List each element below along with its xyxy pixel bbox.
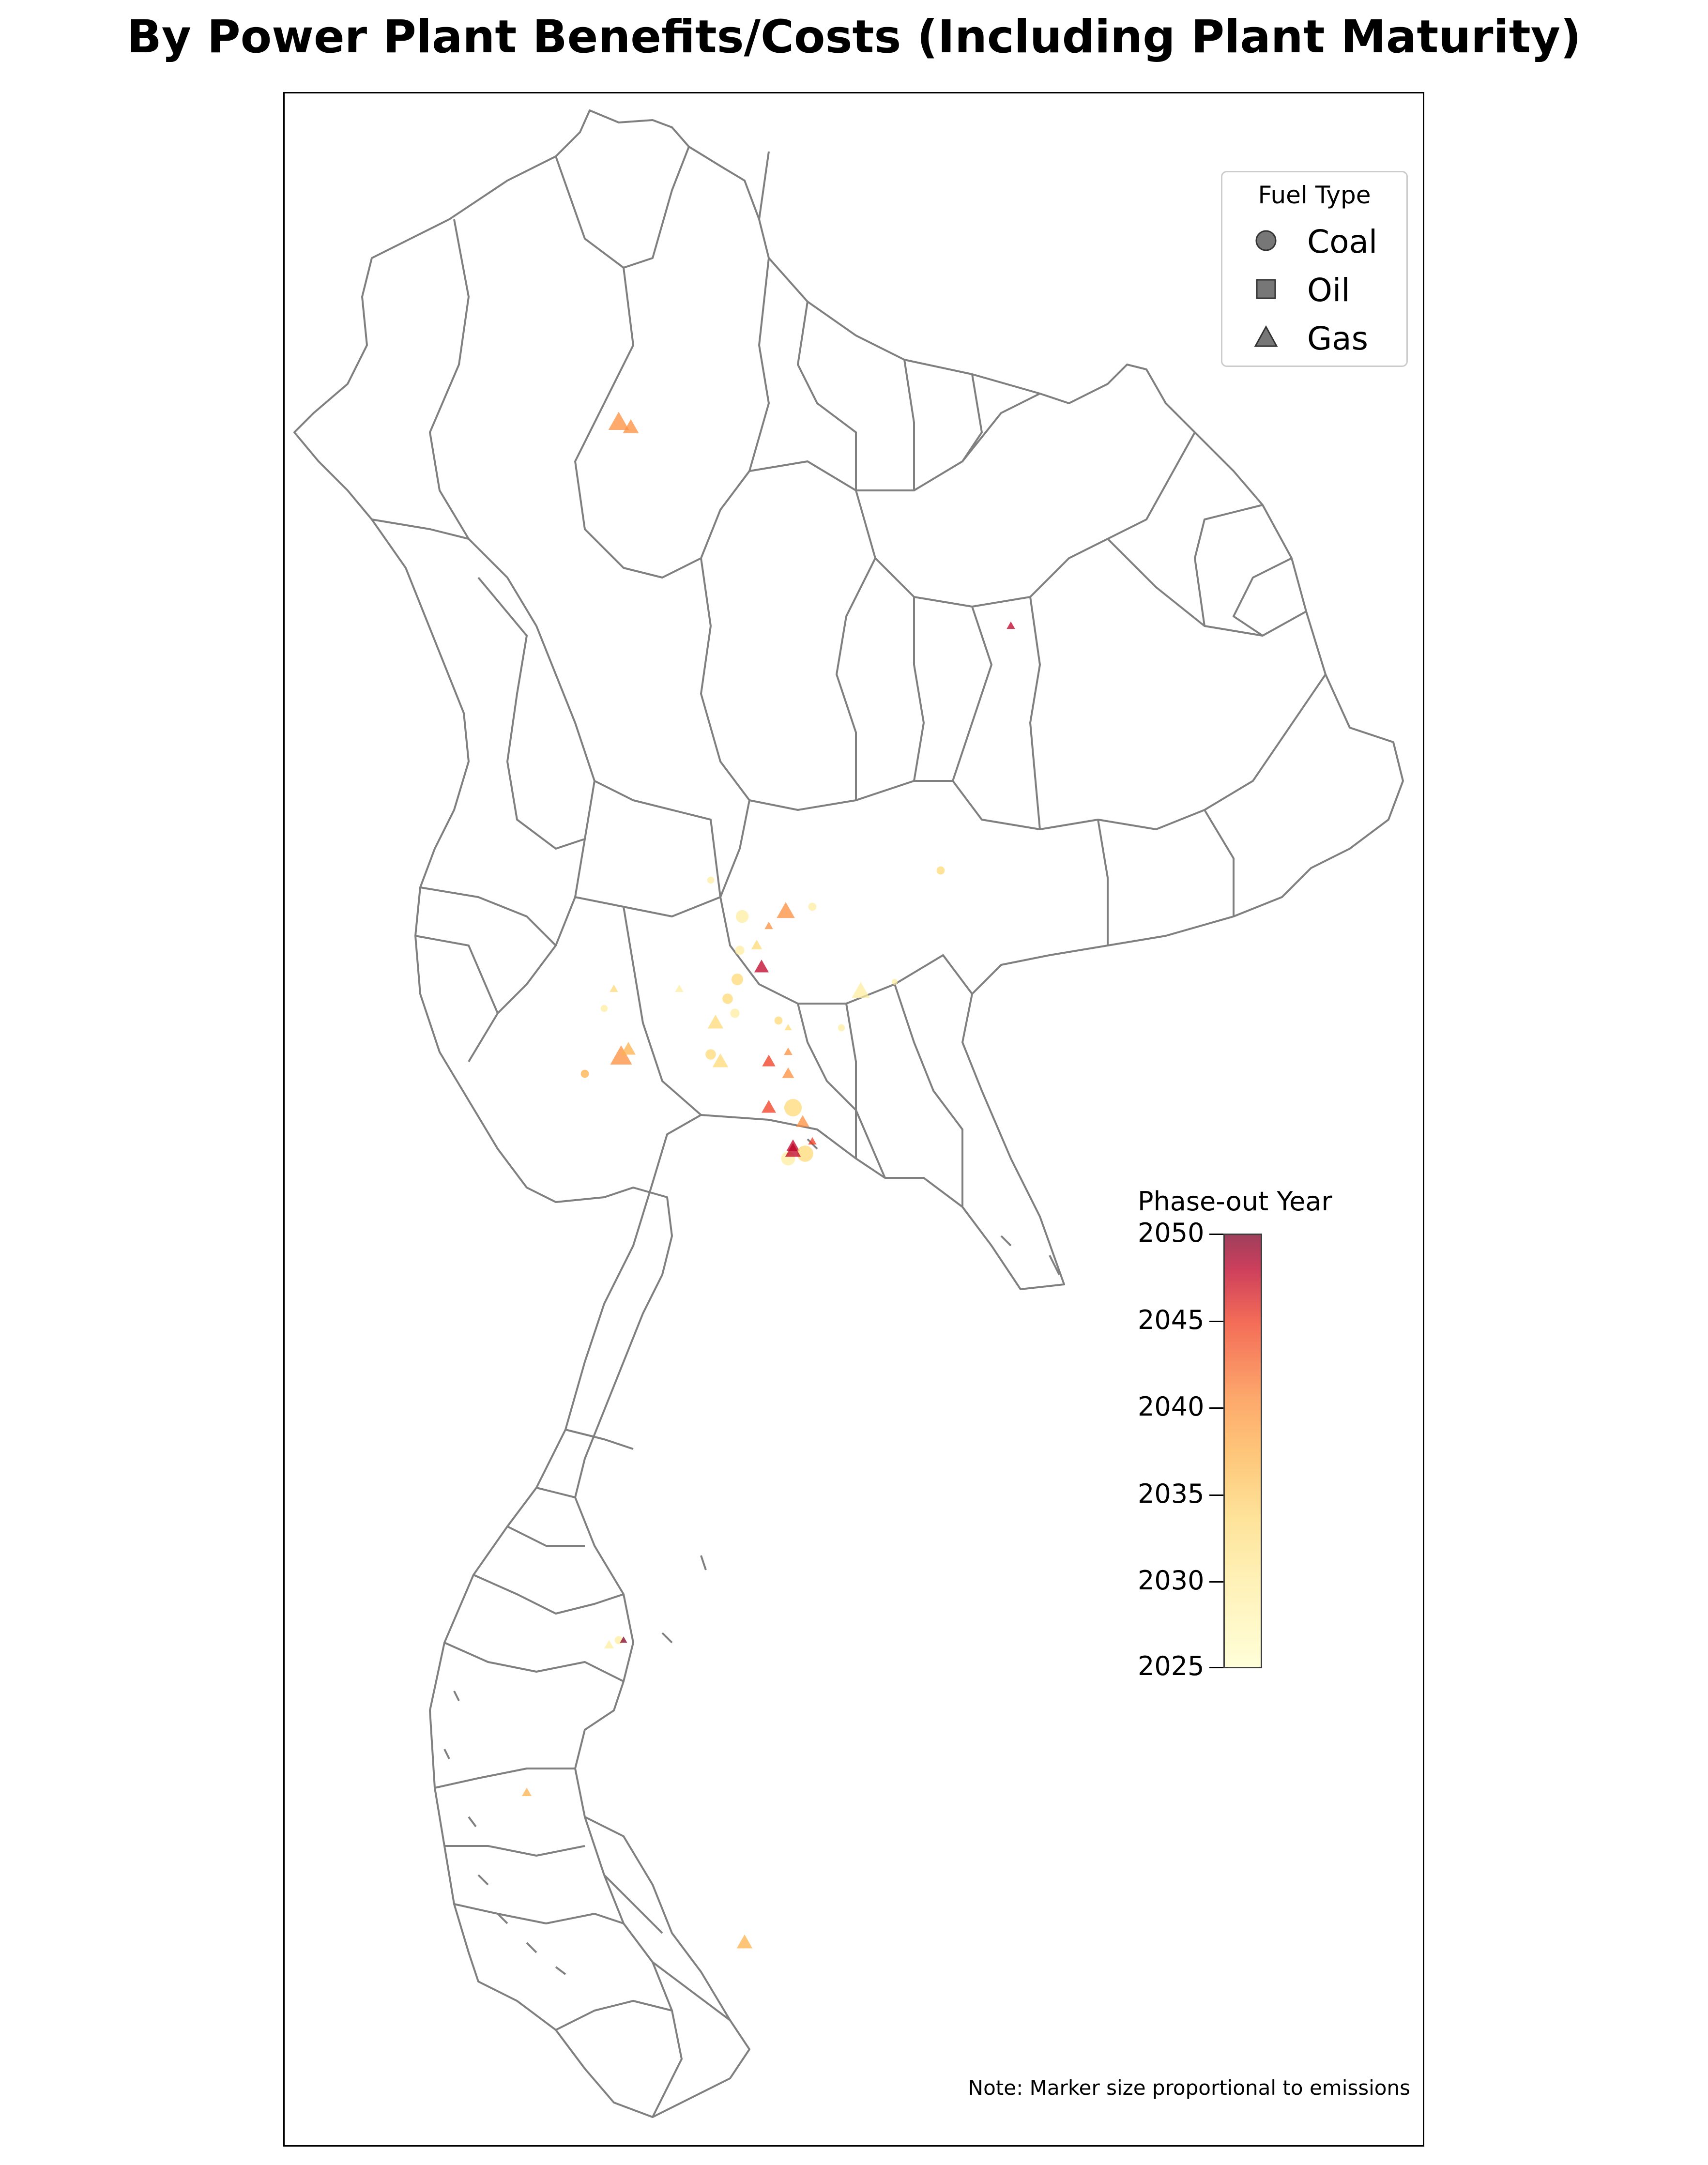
colorbar-label-2025: 2025 xyxy=(1138,1651,1205,1681)
islands xyxy=(443,1138,1060,1975)
colorbar-tick xyxy=(1209,1407,1223,1409)
legend-title: Fuel Type xyxy=(1258,181,1371,209)
gas-plant-marker[interactable] xyxy=(522,1787,532,1797)
gas-plant-marker[interactable] xyxy=(621,1042,636,1055)
legend-item-coal: Coal xyxy=(1251,218,1402,262)
coal-plant-marker[interactable] xyxy=(784,1099,802,1116)
gas-plant-marker[interactable] xyxy=(751,940,762,949)
circle-icon xyxy=(1255,230,1277,251)
gas-plant-marker[interactable] xyxy=(712,1053,729,1067)
gas-plant-marker[interactable] xyxy=(620,1636,627,1643)
coal-plant-marker[interactable] xyxy=(936,866,945,875)
gas-plant-marker[interactable] xyxy=(782,1067,794,1078)
gas-plant-marker[interactable] xyxy=(764,921,773,930)
triangle-icon xyxy=(1254,325,1278,347)
coal-plant-marker[interactable] xyxy=(808,902,817,911)
gas-plant-marker[interactable] xyxy=(762,1100,776,1113)
page-title: By Power Plant Benefits/Costs (Including… xyxy=(127,11,1581,63)
coal-plant-marker[interactable] xyxy=(774,1016,783,1025)
colorbar-tick xyxy=(1209,1581,1223,1583)
coal-plant-marker[interactable] xyxy=(735,945,745,955)
legend-item-gas: Gas xyxy=(1251,315,1402,359)
coal-plant-marker[interactable] xyxy=(892,979,898,985)
coal-plant-marker[interactable] xyxy=(797,1145,813,1162)
map-frame xyxy=(283,92,1424,2147)
coal-plant-marker[interactable] xyxy=(705,1049,716,1060)
gas-plant-marker[interactable] xyxy=(736,1934,753,1949)
gas-plant-marker[interactable] xyxy=(777,902,795,918)
coal-plant-marker[interactable] xyxy=(838,1024,845,1032)
colorbar-tick xyxy=(1209,1667,1223,1668)
country-outline xyxy=(293,109,1404,2118)
colorbar-tick xyxy=(1209,1494,1223,1496)
gas-plant-marker[interactable] xyxy=(808,1137,817,1145)
legend-label-oil: Oil xyxy=(1307,272,1350,309)
coal-plant-marker[interactable] xyxy=(735,910,749,923)
gas-plant-marker[interactable] xyxy=(623,419,639,433)
gas-plant-marker[interactable] xyxy=(604,1640,614,1649)
legend-item-oil: Oil xyxy=(1251,267,1402,310)
legend-label-gas: Gas xyxy=(1307,320,1368,357)
square-icon xyxy=(1256,279,1276,299)
gas-plant-marker[interactable] xyxy=(610,1045,632,1065)
colorbar-label-2050: 2050 xyxy=(1138,1218,1205,1248)
colorbar-label-2040: 2040 xyxy=(1138,1391,1205,1422)
gas-plant-marker[interactable] xyxy=(608,412,629,430)
province-boundaries xyxy=(371,146,1327,2118)
colorbar-label-2035: 2035 xyxy=(1138,1479,1205,1509)
thailand-map[interactable] xyxy=(285,93,1423,2145)
gas-plant-marker[interactable] xyxy=(852,982,870,998)
gas-plant-marker[interactable] xyxy=(610,984,618,992)
gas-plant-marker[interactable] xyxy=(784,1047,793,1055)
gas-plant-marker[interactable] xyxy=(754,960,769,973)
coal-plant-marker[interactable] xyxy=(732,974,743,985)
gas-plant-marker[interactable] xyxy=(707,1014,724,1029)
colorbar-tick xyxy=(1209,1321,1223,1322)
legend-label-coal: Coal xyxy=(1307,223,1378,260)
coal-plant-marker[interactable] xyxy=(580,1069,589,1078)
gas-plant-marker[interactable] xyxy=(784,1024,792,1031)
colorbar-title: Phase-out Year xyxy=(1138,1186,1332,1217)
coal-plant-marker[interactable] xyxy=(730,1008,740,1018)
coal-plant-marker[interactable] xyxy=(707,876,715,884)
footnote: Note: Marker size proportional to emissi… xyxy=(968,2076,1410,2100)
gas-plant-marker[interactable] xyxy=(762,1054,776,1067)
plant-markers[interactable] xyxy=(522,412,1015,1949)
colorbar-tick xyxy=(1209,1234,1223,1235)
legend: Fuel Type Coal Oil Gas xyxy=(1221,171,1408,367)
gas-plant-marker[interactable] xyxy=(796,1115,809,1127)
coal-plant-marker[interactable] xyxy=(722,993,733,1004)
gas-plant-marker[interactable] xyxy=(675,984,684,992)
gas-plant-marker[interactable] xyxy=(785,1143,801,1157)
gas-plant-marker[interactable] xyxy=(1006,621,1015,629)
colorbar-label-2030: 2030 xyxy=(1138,1565,1205,1596)
coal-plant-marker[interactable] xyxy=(600,1005,608,1012)
colorbar xyxy=(1223,1234,1262,1668)
colorbar-label-2045: 2045 xyxy=(1138,1305,1205,1335)
